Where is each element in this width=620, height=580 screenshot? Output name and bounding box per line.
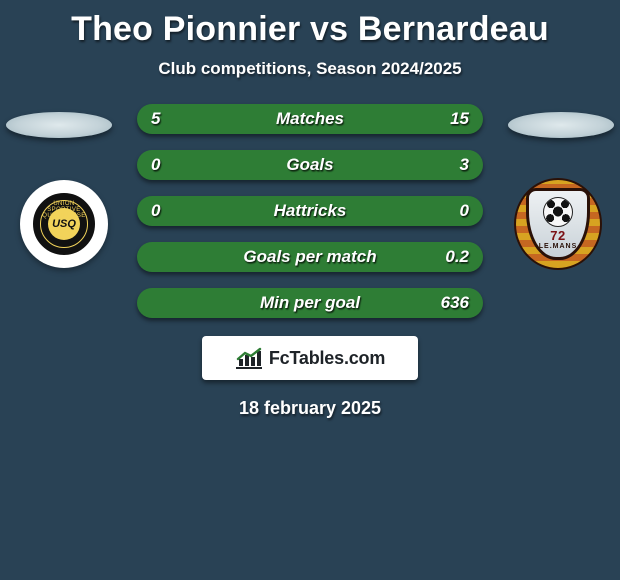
brand-text: FcTables.com: [269, 348, 385, 369]
brand-link[interactable]: FcTables.com: [202, 336, 418, 380]
football-icon: [543, 197, 573, 227]
stat-right-value: 3: [460, 155, 469, 175]
stat-label: Goals per match: [243, 247, 376, 267]
brand-name-right: Tables: [289, 348, 344, 368]
stat-row-hattricks: 0 Hattricks 0: [137, 196, 483, 226]
page-title: Theo Pionnier vs Bernardeau: [71, 10, 549, 49]
stat-row-goals: 0 Goals 3: [137, 150, 483, 180]
stat-label: Matches: [276, 109, 344, 129]
player-left-col: UNION SPORTIVE QUEVILLAISE USQ: [0, 104, 130, 318]
page-subtitle: Club competitions, Season 2024/2025: [158, 59, 461, 79]
stat-right-value: 636: [441, 293, 469, 313]
content-row: UNION SPORTIVE QUEVILLAISE USQ 5 Matches…: [0, 104, 620, 318]
club-badge-right: 72 LE.MANS: [514, 180, 602, 268]
root: Theo Pionnier vs Bernardeau Club competi…: [0, 0, 620, 580]
club-badge-left-emblem: UNION SPORTIVE QUEVILLAISE USQ: [33, 193, 95, 255]
stat-row-matches: 5 Matches 15: [137, 104, 483, 134]
player-left-placeholder: [6, 112, 112, 138]
club-badge-right-emblem: 72 LE.MANS: [514, 178, 602, 270]
stat-label: Hattricks: [274, 201, 347, 221]
stat-label: Min per goal: [260, 293, 360, 313]
brand-suffix: .com: [344, 348, 385, 368]
stat-right-value: 0: [460, 201, 469, 221]
stat-right-value: 15: [450, 109, 469, 129]
stat-left-value: 0: [151, 201, 160, 221]
club-badge-right-number: 72: [550, 228, 565, 243]
player-right-placeholder: [508, 112, 614, 138]
stat-left-value: 0: [151, 155, 160, 175]
stat-label: Goals: [286, 155, 333, 175]
club-badge-left-ring-text: UNION SPORTIVE QUEVILLAISE: [36, 201, 92, 219]
stat-left-value: 5: [151, 109, 160, 129]
club-badge-left: UNION SPORTIVE QUEVILLAISE USQ: [20, 180, 108, 268]
club-badge-right-shield: 72 LE.MANS: [526, 188, 590, 260]
club-badge-right-label: LE.MANS: [539, 243, 578, 250]
player-right-col: 72 LE.MANS: [490, 104, 620, 318]
brand-name-left: Fc: [269, 348, 290, 368]
stat-right-value: 0.2: [445, 247, 469, 267]
stats-list: 5 Matches 15 0 Goals 3 0 Hattricks 0 Goa…: [130, 104, 490, 318]
date-text: 18 february 2025: [239, 398, 381, 419]
stat-row-min-per-goal: Min per goal 636: [137, 288, 483, 318]
stat-row-goals-per-match: Goals per match 0.2: [137, 242, 483, 272]
bar-chart-icon: [235, 347, 263, 369]
